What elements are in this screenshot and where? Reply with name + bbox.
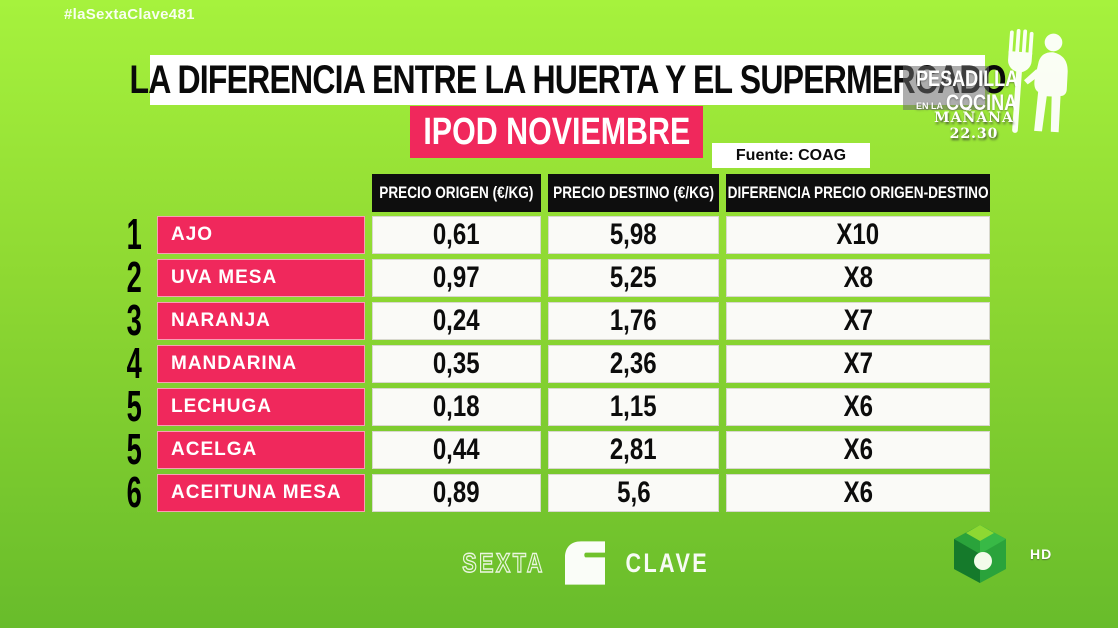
row-precio-destino: 5,98 [548, 216, 719, 254]
price-table: PRECIO ORIGEN (€/KG) PRECIO DESTINO (€/K… [118, 174, 998, 517]
row-product: LECHUGA [157, 388, 365, 426]
table-body: 1 AJO 0,61 5,98 X10 2 UVA MESA 0,97 5,25… [118, 210, 998, 517]
header-spacer-rank [118, 174, 150, 212]
promo-backdrop [903, 66, 989, 110]
row-product: MANDARINA [157, 345, 365, 383]
row-rank: 1 [126, 210, 142, 259]
row-rank: 5 [126, 425, 142, 474]
row-rank: 5 [126, 382, 142, 431]
title-bar: LA DIFERENCIA ENTRE LA HUERTA Y EL SUPER… [129, 55, 1006, 105]
row-product: ACELGA [157, 431, 365, 469]
hashtag-label: #laSextaClave481 [64, 6, 195, 23]
table-row: 5 ACELGA 0,44 2,81 X6 [118, 425, 998, 474]
promo-title-line1: PESADILLA [916, 66, 1019, 91]
clave-logo-text: CLAVE [625, 547, 710, 578]
row-rank: 3 [126, 296, 142, 345]
promo-pesadilla-logo: PESADILLA EN LA COCINA MAÑANA 22.30 [896, 24, 1118, 142]
row-precio-origen: 0,97 [372, 259, 541, 297]
sexta-clave-logo: SEXTA CLAVE [452, 538, 720, 588]
row-precio-destino: 5,25 [548, 259, 719, 297]
chef-silhouette-icon [1023, 33, 1068, 133]
row-precio-origen: 0,24 [372, 302, 541, 340]
sexta-key-icon [565, 541, 606, 585]
source-text: Fuente: COAG [735, 146, 847, 164]
lasexta-channel-logo [954, 525, 1006, 583]
hd-badge: HD [1030, 546, 1053, 562]
row-precio-origen: 0,89 [372, 474, 541, 512]
row-product: ACEITUNA MESA [157, 474, 365, 512]
subtitle-badge: IPOD NOVIEMBRE [410, 106, 703, 158]
subtitle-text: IPOD NOVIEMBRE [423, 110, 690, 153]
promo-title-line2a: EN LA [916, 101, 943, 111]
row-precio-destino: 5,6 [548, 474, 719, 512]
row-product: NARANJA [157, 302, 365, 340]
col-header-precio-destino: PRECIO DESTINO (€/KG) [548, 174, 719, 212]
page-title: LA DIFERENCIA ENTRE LA HUERTA Y EL SUPER… [129, 57, 1006, 102]
table-row: 5 LECHUGA 0,18 1,15 X6 [118, 382, 998, 431]
col-header-diferencia: DIFERENCIA PRECIO ORIGEN-DESTINO [726, 174, 990, 212]
row-rank: 2 [126, 253, 142, 302]
row-precio-origen: 0,44 [372, 431, 541, 469]
table-row: 6 ACEITUNA MESA 0,89 5,6 X6 [118, 468, 998, 517]
row-precio-destino: 2,81 [548, 431, 719, 469]
header-spacer-product [157, 174, 365, 212]
fork-icon [1008, 29, 1034, 133]
sexta-logo-text: SEXTA [462, 547, 545, 578]
row-diferencia: X10 [726, 216, 990, 254]
table-row: 1 AJO 0,61 5,98 X10 [118, 210, 998, 259]
table-header-row: PRECIO ORIGEN (€/KG) PRECIO DESTINO (€/K… [118, 174, 998, 212]
row-product: AJO [157, 216, 365, 254]
row-precio-destino: 1,76 [548, 302, 719, 340]
row-diferencia: X6 [726, 431, 990, 469]
promo-schedule: MAÑANA 22.30 [934, 110, 1014, 142]
table-row: 4 MANDARINA 0,35 2,36 X7 [118, 339, 998, 388]
row-diferencia: X6 [726, 474, 990, 512]
row-precio-origen: 0,18 [372, 388, 541, 426]
source-badge: Fuente: COAG [712, 143, 870, 168]
row-precio-destino: 1,15 [548, 388, 719, 426]
table-row: 3 NARANJA 0,24 1,76 X7 [118, 296, 998, 345]
row-diferencia: X8 [726, 259, 990, 297]
row-product: UVA MESA [157, 259, 365, 297]
row-rank: 6 [126, 468, 142, 517]
table-row: 2 UVA MESA 0,97 5,25 X8 [118, 253, 998, 302]
row-diferencia: X7 [726, 302, 990, 340]
row-diferencia: X6 [726, 388, 990, 426]
promo-title: PESADILLA EN LA COCINA [916, 68, 1041, 114]
promo-title-line2b: COCINA [946, 90, 1018, 115]
row-precio-origen: 0,35 [372, 345, 541, 383]
row-rank: 4 [126, 339, 142, 388]
row-precio-destino: 2,36 [548, 345, 719, 383]
col-header-precio-origen: PRECIO ORIGEN (€/KG) [372, 174, 541, 212]
row-diferencia: X7 [726, 345, 990, 383]
row-precio-origen: 0,61 [372, 216, 541, 254]
